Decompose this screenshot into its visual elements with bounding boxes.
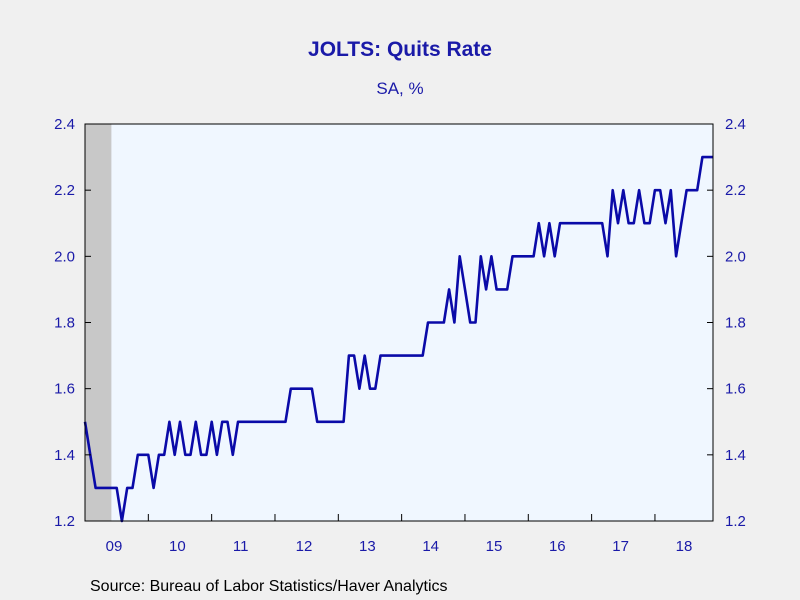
y-tick-label-left: 1.2: [54, 513, 75, 530]
x-tick-label: 14: [422, 538, 439, 555]
y-tick-label-right: 1.4: [725, 447, 746, 464]
y-tick-label-right: 1.2: [725, 513, 746, 530]
plot-area: [83, 124, 713, 523]
y-tick-label-left: 1.4: [54, 447, 75, 464]
x-tick-label: 17: [612, 538, 629, 555]
y-tick-label-right: 1.6: [725, 381, 746, 398]
y-tick-label-right: 2.0: [725, 248, 746, 265]
x-tick-label: 15: [486, 538, 503, 555]
x-tick-label: 16: [549, 538, 566, 555]
x-tick-label: 09: [106, 538, 123, 555]
y-tick-label-left: 1.6: [54, 381, 75, 398]
series-line: [83, 155, 713, 523]
y-tick-label-right: 1.8: [725, 315, 746, 332]
y-tick-label-left: 1.8: [54, 315, 75, 332]
axes: 1.2 1.2 1.4 1.4 1.6 1.6 1.8 1.8 2.0 2.0 2.2 2.2 2.4 2…: [54, 116, 746, 555]
y-tick-label-left: 2.2: [54, 182, 75, 199]
x-tick-label: 13: [359, 538, 376, 555]
x-tick-label: 11: [233, 538, 249, 555]
x-tick-label: 10: [169, 538, 186, 555]
x-tick-label: 12: [296, 538, 313, 555]
plot-background: [85, 124, 713, 521]
y-tick-label-left: 2.0: [54, 248, 75, 265]
chart-title: JOLTS: Quits Rate: [308, 38, 492, 61]
y-tick-label-right: 2.2: [725, 182, 746, 199]
x-tick-label: 18: [676, 538, 693, 555]
chart-source: Source: Bureau of Labor Statistics/Haver…: [90, 578, 448, 595]
chart-subtitle: SA, %: [376, 79, 424, 98]
y-tick-label-right: 2.4: [725, 116, 746, 133]
y-tick-label-left: 2.4: [54, 116, 75, 133]
